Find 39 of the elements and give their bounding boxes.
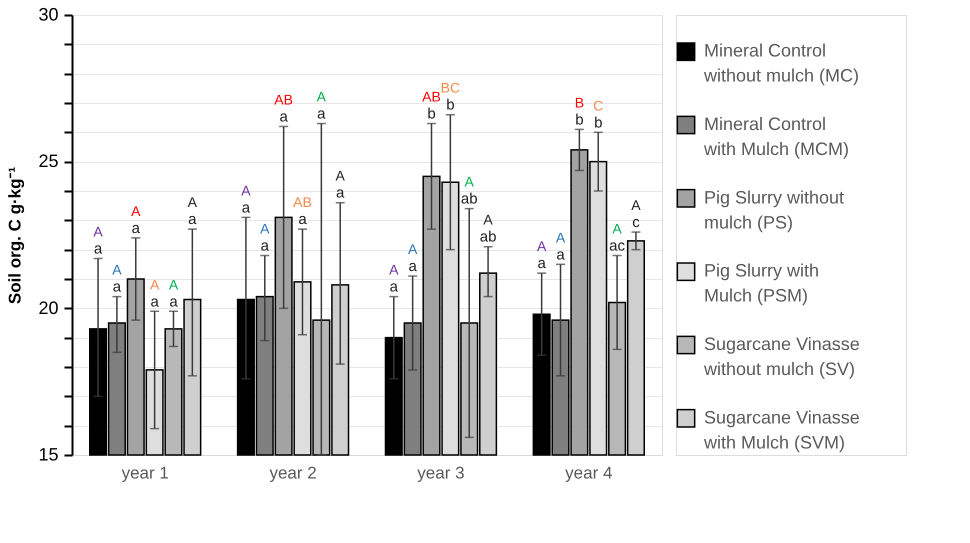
text: A a xyxy=(389,262,398,296)
text: A a xyxy=(241,182,251,216)
x-tick-label: year 2 xyxy=(269,464,317,482)
x-tick-label: year 1 xyxy=(122,464,169,482)
legend-label: Pig Slurry without mulch (PS) xyxy=(704,187,844,232)
text: A a xyxy=(112,262,122,296)
y-tick-label: 25 xyxy=(38,151,58,172)
legend-label: Sugarcane Vinasse without mulch (SV) xyxy=(703,334,860,379)
text: A a xyxy=(93,223,103,258)
text: A ab xyxy=(460,174,478,208)
text: A a xyxy=(168,276,178,310)
y-tick-label: 15 xyxy=(38,444,58,464)
text: AB a xyxy=(274,91,293,126)
legend-label: Mineral Control without mulch (MC) xyxy=(703,40,860,86)
legend-label: Sugarcane Vinasse with Mulch (SVM) xyxy=(703,407,860,452)
text: A a xyxy=(150,276,160,310)
text: A ac xyxy=(609,220,626,255)
text: AB b xyxy=(422,88,441,123)
text: A a xyxy=(316,88,326,123)
text: AB a xyxy=(293,194,312,228)
text: A a xyxy=(408,241,418,276)
text: A ab xyxy=(480,212,496,246)
text: A a xyxy=(260,220,270,255)
x-tick-label: year 3 xyxy=(417,464,465,482)
legend-label: Pig Slurry with Mulch (PSM) xyxy=(704,260,820,306)
text: B b xyxy=(574,94,584,128)
y-tick-label: 30 xyxy=(38,4,58,24)
legend-label: Mineral Control with Mulch (MCM) xyxy=(703,114,850,159)
y-axis-title: Soil org. C g·kg⁻¹ xyxy=(5,166,24,304)
text: BC b xyxy=(440,80,460,114)
text: A a xyxy=(188,194,198,228)
text: A a xyxy=(131,202,140,237)
text: A a xyxy=(336,168,345,202)
text: C b xyxy=(593,97,604,132)
text: A c xyxy=(631,197,641,232)
text: A a xyxy=(556,229,566,264)
y-tick-label: 20 xyxy=(38,298,58,318)
x-tick-label: year 4 xyxy=(565,464,612,482)
text: A a xyxy=(536,238,546,272)
